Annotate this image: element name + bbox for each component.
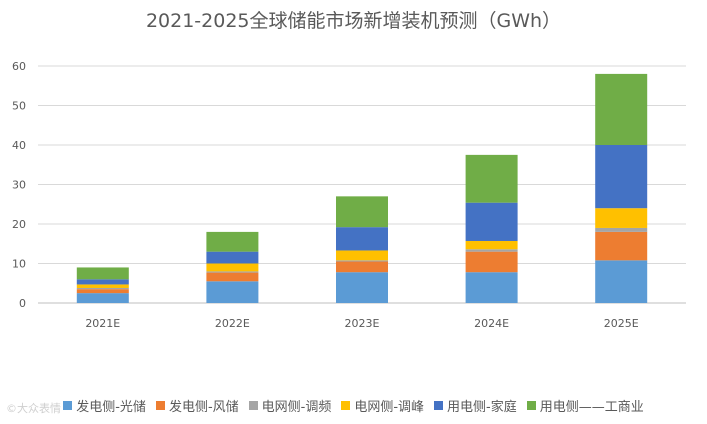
bar-segment [465,272,518,303]
bar-segment [76,287,129,290]
bar-segment [595,145,648,209]
bar-segment [595,231,648,261]
legend-swatch [248,401,258,410]
bar-segment [465,154,518,203]
legend-item: 电网侧-调峰 [341,396,424,415]
bar-segment [465,249,518,252]
bar-segment [336,261,388,273]
y-tick-label: 50 [12,100,26,113]
bar-segment [206,231,259,252]
legend-swatch [155,401,165,410]
bar-segment [336,196,388,228]
legend-item: 电网侧-调频 [248,396,332,415]
bar-segment [465,240,518,250]
watermark-text: ©大众表情 [6,402,61,415]
legend-label: 发电侧-光储 [76,400,146,415]
legend-label: 电网侧-调峰 [354,400,425,415]
bar-segment [76,284,129,288]
legend-swatch [526,401,536,410]
chart-title: 2021-2025全球储能市场新增装机预测（GWh） [145,10,562,32]
bar-segment [465,202,518,241]
x-tick-label: 2023E [345,317,380,330]
legend-swatch [434,401,444,410]
legend-label: 用电侧-家庭 [447,400,517,415]
bar-segment [206,281,259,303]
bar-segment [595,208,648,228]
chart-legend: 发电侧-光储 发电侧-风储 电网侧-调频 电网侧-调峰 用电侧-家庭 用电侧——工商业 [0,396,707,415]
bar-segment [465,251,518,273]
bar-segment [336,250,388,261]
y-tick-label: 0 [19,297,26,310]
bar-segment [206,271,259,273]
bar-segment [206,272,259,282]
bar-segment [206,263,259,272]
y-tick-label: 60 [12,60,26,73]
legend-label: 用电侧——工商业 [539,400,644,415]
bar-segment [206,251,259,264]
bar-segment [76,279,129,285]
bar-segment [595,260,648,303]
legend-item: 用电侧-家庭 [434,396,517,415]
y-tick-label: 10 [12,258,26,271]
bar-segment [336,260,388,262]
bar-segment [336,272,388,303]
bar-segment [76,267,129,280]
bar-segment [76,293,129,303]
x-tick-label: 2024E [474,317,509,330]
x-tick-label: 2021E [85,317,120,330]
x-tick-label: 2025E [604,317,639,330]
bar-segment [595,73,648,145]
legend-label: 发电侧-风储 [168,400,239,415]
y-tick-label: 30 [12,179,26,192]
legend-item: 用电侧——工商业 [526,396,644,415]
bar-segment [76,289,129,294]
x-tick-label: 2022E [215,317,250,330]
legend-item: 发电侧-风储 [155,396,239,415]
bar-segment [336,227,388,251]
y-tick-label: 20 [12,218,26,231]
legend-item: 发电侧-光储 [63,396,146,415]
bar-segment [595,227,648,232]
legend-label: 电网侧-调频 [261,400,332,415]
legend-swatch [341,401,351,410]
y-tick-label: 40 [12,139,26,152]
legend-swatch [63,401,73,410]
